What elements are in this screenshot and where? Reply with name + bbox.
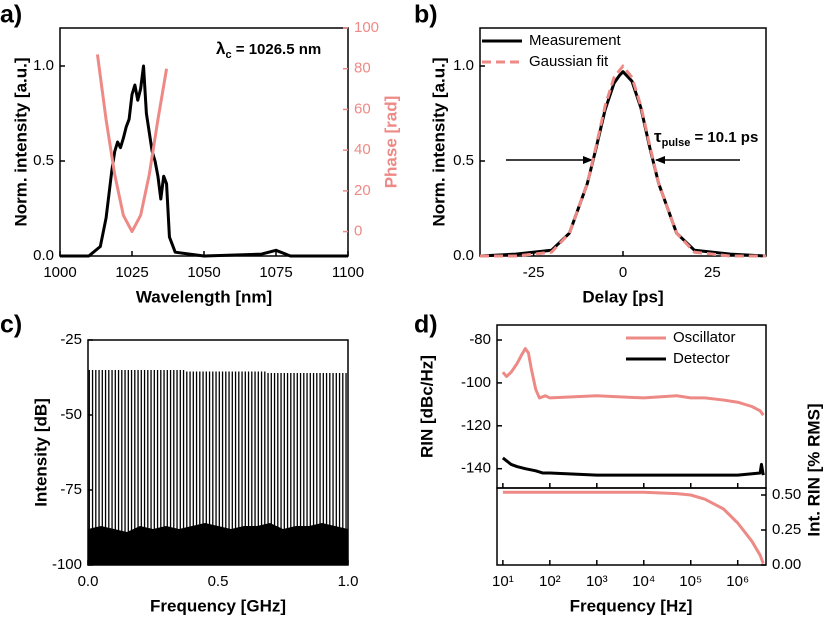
annotation: τpulse = 10.1 ps <box>654 127 758 148</box>
series-line <box>501 456 765 477</box>
y-axis-label: Norm. intensity [a.u.] <box>429 57 448 226</box>
x-tick-label: 10² <box>539 573 561 590</box>
noise-floor <box>88 523 348 565</box>
x-tick-label: 1050 <box>187 264 220 281</box>
x-tick-label: 10⁴ <box>632 573 655 590</box>
plot-frame <box>59 27 349 257</box>
series-line <box>480 64 766 258</box>
y-tick-label: 1.0 <box>453 57 474 74</box>
annotation-symbol: λ <box>216 39 226 58</box>
x-tick-label: 10³ <box>586 573 608 590</box>
x-tick-label: 10⁶ <box>726 573 749 590</box>
legend-label: Oscillator <box>673 329 736 346</box>
y-axis-label: Norm. intensity [a.u.] <box>11 57 30 226</box>
annotation: λc = 1026.5 nm <box>216 39 321 60</box>
y-axis-label: RIN [dBc/Hz] <box>417 355 436 458</box>
series-line <box>479 70 767 258</box>
legend-label: Gaussian fit <box>529 53 609 70</box>
y2-axis-label: Phase [rad] <box>381 96 400 189</box>
y-tick-label: -140 <box>461 460 491 477</box>
x-axis-label: Frequency [Hz] <box>570 596 693 615</box>
plot-frame <box>496 487 767 566</box>
x-tick-label: 0 <box>619 264 627 281</box>
y-tick-label: -120 <box>461 417 491 434</box>
annotation-symbol: τ <box>654 127 662 146</box>
annotation-text: = 1026.5 nm <box>232 41 322 58</box>
annotation-subscript: c <box>225 49 231 61</box>
y2-tick-label: 0.25 <box>772 521 801 538</box>
panel-label: a) <box>0 1 22 29</box>
y2-tick-label: 60 <box>354 100 371 117</box>
y2-tick-label: 0.50 <box>772 486 801 503</box>
y2-axis-label: Int. RIN [% RMS] <box>804 403 823 536</box>
panel-label: b) <box>414 1 438 29</box>
legend-label: Measurement <box>529 32 622 49</box>
y2-tick-label: 0 <box>354 223 362 240</box>
series-line <box>502 490 765 565</box>
x-tick-label: 1000 <box>43 264 76 281</box>
x-tick-label: 1.0 <box>338 573 359 590</box>
x-tick-label: 25 <box>704 264 721 281</box>
x-tick-label: 10¹ <box>492 573 514 590</box>
legend-label: Detector <box>673 350 730 367</box>
y2-tick-label: 40 <box>354 141 371 158</box>
panel-label: d) <box>414 311 438 339</box>
x-axis-label: Wavelength [nm] <box>136 287 272 306</box>
x-tick-label: 1025 <box>115 264 148 281</box>
x-axis-label: Frequency [GHz] <box>150 596 286 615</box>
y-tick-label: 0.5 <box>33 152 54 169</box>
y-tick-label: 0.0 <box>453 247 474 264</box>
y-tick-label: -75 <box>60 481 82 498</box>
x-tick-label: 0.5 <box>208 573 229 590</box>
y-tick-label: -100 <box>52 556 82 573</box>
x-tick-label: 0.0 <box>78 573 99 590</box>
annotation-subscript: pulse <box>662 137 691 149</box>
y-tick-label: 1.0 <box>33 57 54 74</box>
y2-tick-label: 100 <box>354 19 379 36</box>
series-line <box>60 64 348 258</box>
y-tick-label: 0.5 <box>453 152 474 169</box>
annotation-text: = 10.1 ps <box>690 129 758 146</box>
y-tick-label: -100 <box>461 374 491 391</box>
y-tick-label: -25 <box>60 331 82 348</box>
y2-tick-label: 80 <box>354 60 371 77</box>
y-tick-label: -50 <box>60 406 82 423</box>
series-line <box>95 54 169 234</box>
x-tick-label: -25 <box>523 264 545 281</box>
y2-tick-label: 0.00 <box>772 556 801 573</box>
x-axis-label: Delay [ps] <box>582 287 663 306</box>
y-tick-label: 0.0 <box>33 247 54 264</box>
series-line <box>501 347 765 416</box>
y-axis-label: Intensity [dB] <box>31 398 50 507</box>
y2-tick-label: 20 <box>354 182 371 199</box>
panel-label: c) <box>0 311 22 339</box>
x-tick-label: 1075 <box>259 264 292 281</box>
y-tick-label: -80 <box>469 331 491 348</box>
x-tick-label: 1100 <box>332 264 364 281</box>
x-tick-label: 10⁵ <box>679 573 702 590</box>
